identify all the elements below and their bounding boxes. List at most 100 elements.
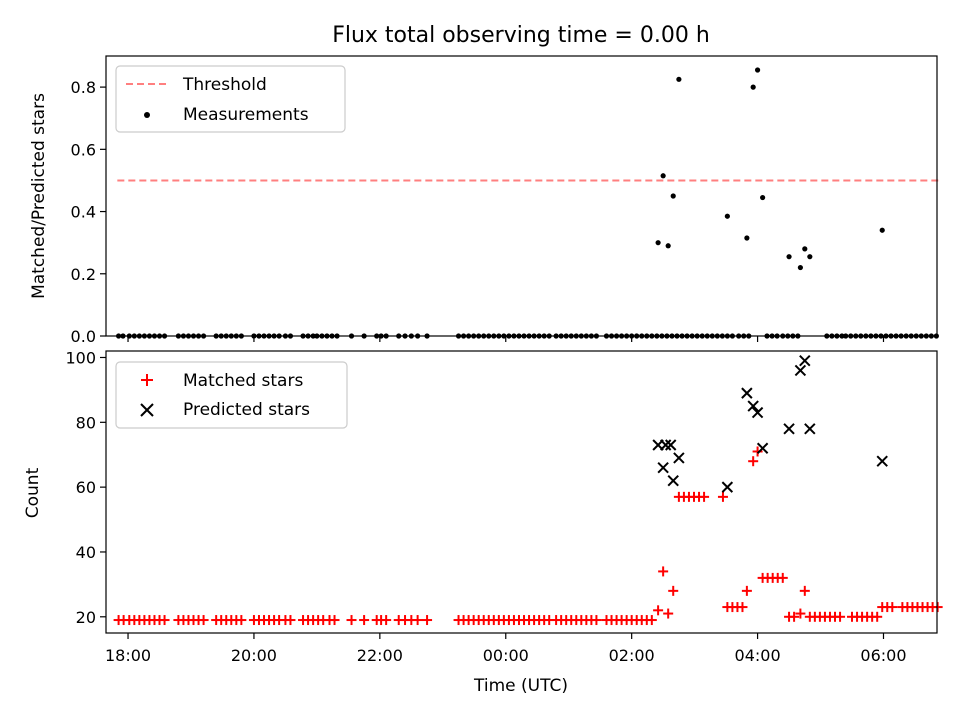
predicted-star-point (664, 439, 677, 451)
predicted-star-point (794, 364, 807, 377)
predicted-star-marker-b (747, 400, 759, 412)
bottom-plot-area (113, 355, 943, 626)
bottom-x-tick-label: 02:00 (609, 646, 655, 665)
predicted-star-point (751, 406, 764, 419)
bottom-x-tick-label: 04:00 (735, 646, 781, 665)
bottom-x-tick-label: 18:00 (105, 646, 151, 665)
bottom-x-tick-label: 06:00 (860, 646, 906, 665)
matched-star-point (741, 585, 752, 596)
predicted-star-point (747, 400, 759, 412)
predicted-star-point (657, 461, 669, 474)
matched-star-point (359, 615, 370, 626)
legend-predicted-label: Predicted stars (183, 400, 310, 420)
predicted-star-marker-b (664, 439, 677, 451)
bottom-y-tick-label: 60 (76, 478, 96, 497)
measurement-point (660, 173, 666, 179)
matched-star-point (795, 608, 806, 619)
matched-star-point (422, 615, 433, 626)
predicted-star-marker-b (783, 423, 795, 435)
measurement-point (670, 193, 676, 199)
bottom-y-tick-label: 20 (76, 608, 96, 627)
matched-star-point (663, 608, 674, 619)
legend-predicted-swatch (140, 403, 154, 417)
top-y-tick-label: 0.0 (71, 327, 96, 346)
legend-matched-label: Matched stars (183, 371, 303, 391)
measurement-point (760, 194, 766, 201)
predicted-star-marker-b (721, 481, 734, 493)
matched-star-point (236, 615, 247, 626)
legend-measurements-swatch (144, 112, 150, 118)
measurement-point (744, 235, 750, 241)
predicted-star-point (876, 455, 888, 467)
x-axis-label: Time (UTC) (473, 676, 568, 696)
bottom-x-tick-label: 00:00 (483, 646, 529, 665)
predicted-star-marker-b (794, 364, 807, 377)
measurement-point (676, 76, 682, 82)
top-panel: 0.00.20.40.60.8 Matched/Predicted stars … (29, 55, 939, 346)
bottom-y-axis-label: Count (23, 467, 43, 518)
bottom-y-tick-label: 80 (76, 413, 96, 432)
top-y-tick-label: 0.8 (71, 78, 96, 97)
matched-star-point (591, 615, 602, 626)
measurement-point (786, 254, 792, 260)
predicted-star-point (741, 387, 753, 399)
predicted-star-marker-b (876, 455, 888, 467)
predicted-star-point (673, 452, 685, 464)
predicted-star-marker-b (667, 474, 679, 487)
matched-star-point (717, 491, 728, 502)
measurement-point (665, 243, 671, 249)
matched-star-point (658, 566, 669, 577)
top-y-axis-ticks: 0.0 0.2 0.4 0.6 0.8 (71, 78, 106, 346)
predicted-star-marker-b (799, 355, 811, 367)
predicted-star-marker-b (657, 461, 669, 474)
matched-star-point (777, 572, 788, 583)
measurement-point (750, 84, 756, 90)
matched-star-point (748, 456, 759, 467)
bottom-axes-frame (105, 350, 938, 634)
measurement-point (724, 213, 730, 219)
predicted-star-point (659, 439, 672, 451)
measurement-point (797, 264, 803, 271)
predicted-star-point (804, 423, 816, 435)
matched-star-point (159, 615, 170, 626)
legend-threshold-label: Threshold (182, 75, 267, 95)
predicted-star-point (756, 442, 769, 454)
bottom-x-axis-ticks: 18:00 20:00 22:00 00:00 02:00 04:00 06:00 (105, 633, 907, 665)
top-legend-box (115, 65, 346, 133)
measurement-point (754, 67, 761, 73)
bottom-x-tick-label: 22:00 (357, 646, 403, 665)
predicted-star-marker-b (751, 406, 764, 419)
top-y-axis-label: Matched/Predicted stars (29, 93, 49, 299)
matched-star-point (835, 611, 846, 622)
bottom-legend-box (115, 361, 348, 429)
matched-star-point (668, 585, 679, 596)
measurement-point (879, 227, 885, 233)
matched-star-point (381, 615, 392, 626)
top-axes-frame (105, 55, 938, 337)
matched-star-point (737, 602, 748, 613)
predicted-star-marker-b (756, 442, 769, 454)
top-y-tick-label: 0.4 (71, 203, 96, 222)
bottom-y-tick-label: 100 (65, 348, 96, 367)
predicted-star-point (721, 481, 734, 493)
matched-star-point (412, 615, 423, 626)
matched-star-point (789, 611, 800, 622)
bottom-y-tick-label: 40 (76, 543, 96, 562)
top-y-tick-label: 0.6 (71, 140, 96, 159)
measurement-point (802, 246, 808, 252)
predicted-star-marker-b (659, 439, 672, 451)
matched-star-point (872, 611, 883, 622)
bottom-x-tick-label: 20:00 (231, 646, 277, 665)
chart-title: Flux total observing time = 0.00 h (332, 23, 710, 48)
measurement-point (807, 254, 813, 260)
predicted-star-marker-b (804, 423, 816, 435)
matched-star-point (646, 615, 657, 626)
matched-star-point (198, 615, 209, 626)
top-x-ticks (127, 336, 885, 342)
legend-measurements-label: Measurements (183, 105, 309, 125)
bottom-y-axis-ticks: 20 40 60 80 100 (65, 348, 106, 627)
matched-star-point (329, 615, 340, 626)
predicted-star-point (799, 355, 811, 367)
legend-matched-swatch (141, 374, 153, 386)
predicted-star-marker-b (673, 452, 685, 464)
